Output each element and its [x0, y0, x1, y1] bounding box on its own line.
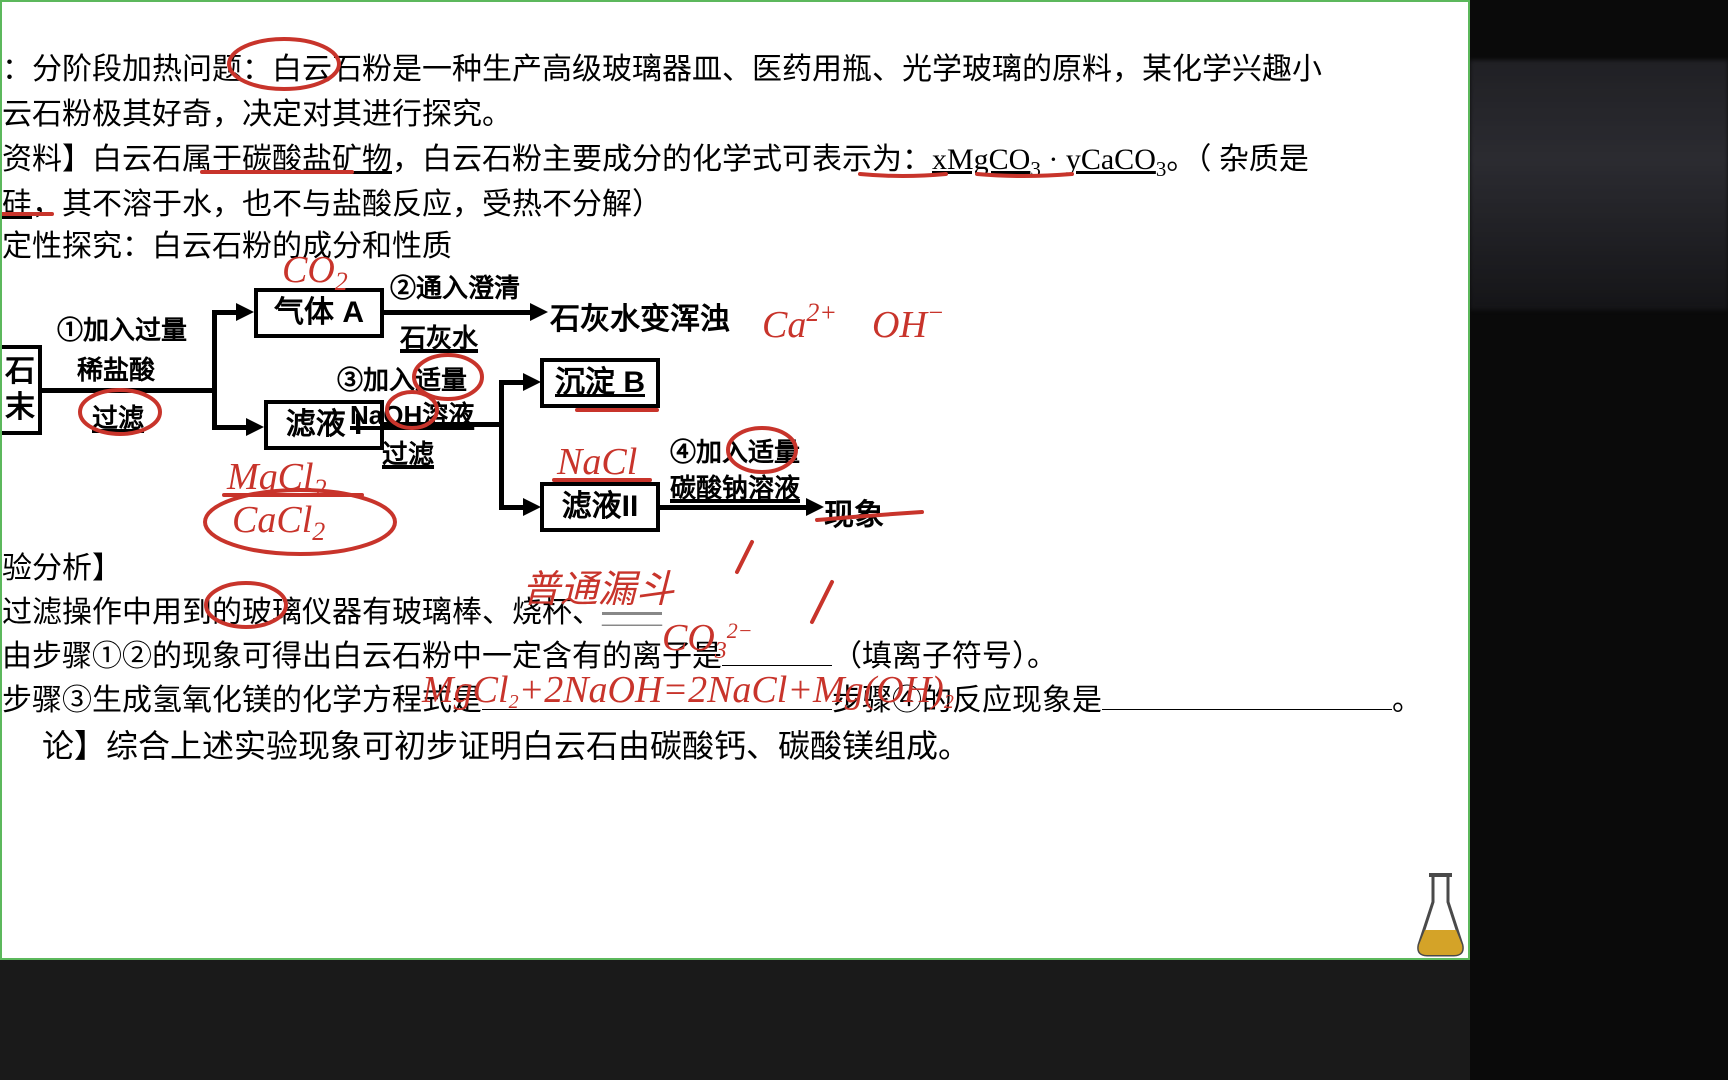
edge-3v [499, 380, 504, 510]
arrow-3 [530, 303, 548, 321]
edge-label-2b: 石灰水 [400, 318, 478, 355]
edge-label-4b: 碳酸钠溶液 [670, 468, 800, 505]
flowchart: 石末 ①加入过量 稀盐酸 过滤 气体 A 滤液 I ②通入澄清 石灰水 石灰水变… [2, 250, 922, 540]
node-result: 石灰水变浑浊 [550, 294, 730, 338]
edge-label-3a: ③加入适量 [337, 360, 467, 397]
line3-d: 。（ 杂质是 [1166, 143, 1309, 176]
line3-b: 碳酸盐矿物 [242, 143, 392, 176]
q2: 由步骤①②的现象可得出白云石粉中一定含有的离子是（填离子符号）。 [2, 634, 1057, 679]
document-page: ：分阶段加热问题：白云石粉是一种生产高级玻璃器皿、医药用瓶、光学玻璃的原料，某化… [0, 0, 1470, 960]
node-precip-b: 沉淀 B [540, 358, 660, 408]
node-phenom: 现象 [824, 490, 884, 534]
q-heading: 验分析】 [2, 546, 122, 591]
edge-label-1a: ①加入过量 [57, 310, 187, 347]
formula-1: xMgCO3 [932, 143, 1041, 176]
edge-3t [499, 380, 525, 385]
edge-1b [212, 425, 248, 430]
edge-label-3c: 过滤 [382, 434, 434, 471]
body-line-3: 资料】白云石属于碳酸盐矿物，白云石粉主要成分的化学式可表示为：xMgCO3 · … [2, 137, 1309, 186]
flask-icon [1413, 870, 1468, 960]
conclusion: 论】综合上述实验现象可初步证明白云石由碳酸钙、碳酸镁组成。 [42, 722, 970, 770]
line3-a: 资料】白云石属于 [2, 143, 242, 176]
q1: 过滤操作中用到的玻璃仪器有玻璃棒、烧杯、____ [2, 590, 662, 635]
q3: 步骤③生成氢氧化镁的化学方程式是步骤④的反应现象是。 [2, 678, 1422, 723]
arrow-1 [236, 303, 254, 321]
node-start: 石末 [2, 345, 42, 435]
arrow-6 [806, 498, 824, 516]
edge-4 [660, 505, 808, 510]
arrow-2 [246, 418, 264, 436]
node-filtrate-2: 滤液II [540, 482, 660, 532]
edge-2 [384, 310, 532, 315]
edge-1 [42, 388, 217, 393]
line4-b: ，其不溶于水，也不与盐酸反应，受热不分解） [32, 188, 662, 221]
edge-1t [212, 310, 238, 315]
body-line-4: 硅，其不溶于水，也不与盐酸反应，受热不分解） [2, 182, 662, 227]
line3-c: ，白云石粉主要成分的化学式可表示为： [392, 143, 932, 176]
arrow-5 [523, 498, 541, 516]
body-line-2: 云石粉极其好奇，决定对其进行探究。 [2, 92, 512, 137]
line4-a: 硅 [2, 188, 32, 221]
edge-label-4a: ④加入适量 [670, 432, 800, 469]
edge-3b [499, 505, 525, 510]
edge-label-2a: ②通入澄清 [390, 268, 520, 305]
side-blur [1470, 60, 1728, 310]
body-line-1: ：分阶段加热问题：白云石粉是一种生产高级玻璃器皿、医药用瓶、光学玻璃的原料，某化… [2, 47, 1322, 92]
arrow-4 [523, 373, 541, 391]
edge-label-1b: 稀盐酸 [77, 350, 155, 387]
edge-1v [212, 310, 217, 430]
node-gas-a: 气体 A [254, 288, 384, 338]
formula-2: yCaCO3 [1066, 143, 1167, 176]
edge-label-3b: NaOH溶液 [350, 395, 474, 432]
edge-label-1c: 过滤 [92, 398, 144, 435]
